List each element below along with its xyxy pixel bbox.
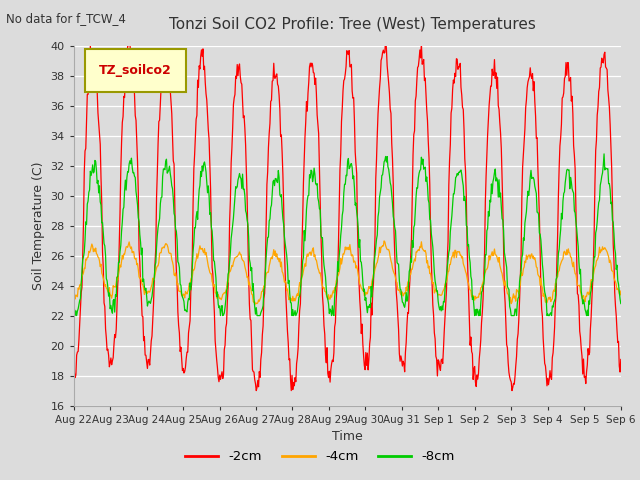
-4cm — [220, 290, 228, 296]
Text: Tonzi Soil CO2 Profile: Tree (West) Temperatures: Tonzi Soil CO2 Profile: Tree (West) Temp… — [168, 17, 536, 32]
-2cm — [415, 56, 423, 62]
-4cm — [380, 238, 388, 244]
-4cm — [191, 260, 199, 265]
-2cm — [191, 134, 199, 140]
-8cm — [192, 215, 200, 220]
-4cm — [617, 288, 625, 294]
Text: TZ_soilco2: TZ_soilco2 — [99, 64, 172, 77]
-2cm — [136, 259, 143, 264]
-8cm — [415, 175, 422, 181]
-2cm — [431, 336, 439, 342]
-2cm — [70, 372, 77, 378]
Line: -2cm: -2cm — [74, 38, 621, 391]
-2cm — [79, 220, 87, 226]
Y-axis label: Soil Temperature (C): Soil Temperature (C) — [32, 161, 45, 290]
-8cm — [617, 300, 625, 306]
-8cm — [600, 151, 608, 157]
Text: No data for f_TCW_4: No data for f_TCW_4 — [6, 12, 126, 25]
-4cm — [431, 288, 439, 294]
Line: -4cm: -4cm — [74, 241, 621, 304]
-2cm — [382, 35, 390, 41]
-4cm — [136, 276, 143, 281]
-4cm — [252, 301, 259, 307]
Legend: -2cm, -4cm, -8cm: -2cm, -4cm, -8cm — [179, 445, 461, 468]
-8cm — [70, 304, 77, 310]
-4cm — [415, 248, 423, 253]
-2cm — [220, 347, 228, 352]
-8cm — [431, 270, 438, 276]
-2cm — [252, 388, 260, 394]
FancyBboxPatch shape — [84, 49, 186, 92]
X-axis label: Time: Time — [332, 430, 363, 443]
-8cm — [81, 249, 88, 255]
-8cm — [221, 304, 229, 310]
-4cm — [70, 296, 77, 302]
-2cm — [617, 357, 625, 362]
-8cm — [137, 240, 145, 245]
-8cm — [71, 313, 79, 319]
-4cm — [79, 270, 87, 276]
Line: -8cm: -8cm — [74, 154, 621, 316]
